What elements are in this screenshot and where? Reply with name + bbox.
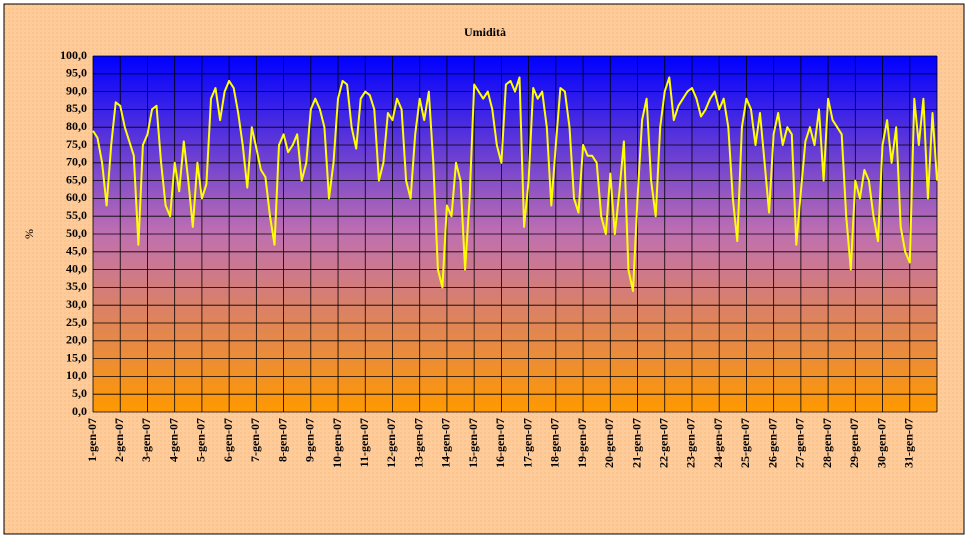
x-tick-label: 26-gen-07 <box>765 418 779 468</box>
y-tick-label: 30,0 <box>66 297 87 311</box>
y-tick-label: 80,0 <box>66 119 87 133</box>
y-tick-label: 10,0 <box>66 368 87 382</box>
y-tick-label: 35,0 <box>66 279 87 293</box>
x-tick-label: 14-gen-07 <box>439 418 453 468</box>
line-series <box>92 76 938 292</box>
x-tick-label: 30-gen-07 <box>874 418 888 468</box>
y-tick-label: 15,0 <box>66 350 87 364</box>
y-tick-label: 40,0 <box>66 261 87 275</box>
x-tick-label: 21-gen-07 <box>629 418 643 468</box>
x-tick-label: 31-gen-07 <box>902 418 916 468</box>
y-tick-label: 0,0 <box>72 404 87 418</box>
x-tick-label: 23-gen-07 <box>684 418 698 468</box>
x-tick-label: 24-gen-07 <box>711 418 725 468</box>
x-tick-label: 29-gen-07 <box>847 418 861 468</box>
x-tick-label: 6-gen-07 <box>221 418 235 462</box>
x-tick-label: 19-gen-07 <box>575 418 589 468</box>
y-tick-label: 45,0 <box>66 244 87 258</box>
x-tick-label: 13-gen-07 <box>411 418 425 468</box>
x-tick-label: 3-gen-07 <box>139 418 153 462</box>
x-tick-label: 22-gen-07 <box>656 418 670 468</box>
y-tick-label: 85,0 <box>66 101 87 115</box>
x-tick-label: 8-gen-07 <box>275 418 289 462</box>
y-tick-label: 60,0 <box>66 190 87 204</box>
x-tick-label: 5-gen-07 <box>194 418 208 462</box>
x-tick-label: 9-gen-07 <box>303 418 317 462</box>
x-tick-label: 25-gen-07 <box>738 418 752 468</box>
y-tick-label: 25,0 <box>66 315 87 329</box>
y-tick-label: 50,0 <box>66 226 87 240</box>
x-tick-label: 12-gen-07 <box>384 418 398 468</box>
chart-title: Umidità <box>464 25 506 39</box>
x-tick-label: 7-gen-07 <box>248 418 262 462</box>
x-tick-label: 2-gen-07 <box>112 418 126 462</box>
x-tick-label: 15-gen-07 <box>466 418 480 468</box>
x-tick-label: 17-gen-07 <box>520 418 534 468</box>
x-tick-label: 11-gen-07 <box>357 418 371 467</box>
y-tick-label: 20,0 <box>66 333 87 347</box>
y-tick-label: 75,0 <box>66 137 87 151</box>
x-tick-label: 1-gen-07 <box>85 418 99 462</box>
y-tick-label: 70,0 <box>66 155 87 169</box>
y-tick-label: 95,0 <box>66 66 87 80</box>
x-tick-label: 18-gen-07 <box>548 418 562 468</box>
y-tick-label: 55,0 <box>66 208 87 222</box>
x-tick-label: 4-gen-07 <box>166 418 180 462</box>
x-tick-label: 28-gen-07 <box>820 418 834 468</box>
x-tick-label: 10-gen-07 <box>330 418 344 468</box>
y-tick-label: 90,0 <box>66 83 87 97</box>
x-tick-label: 16-gen-07 <box>493 418 507 468</box>
x-tick-label: 27-gen-07 <box>793 418 807 468</box>
x-tick-label: 20-gen-07 <box>602 418 616 468</box>
y-tick-label: 100,0 <box>60 48 87 62</box>
y-tick-label: 65,0 <box>66 172 87 186</box>
y-tick-label: 5,0 <box>72 386 87 400</box>
y-axis-label: % <box>22 229 36 239</box>
